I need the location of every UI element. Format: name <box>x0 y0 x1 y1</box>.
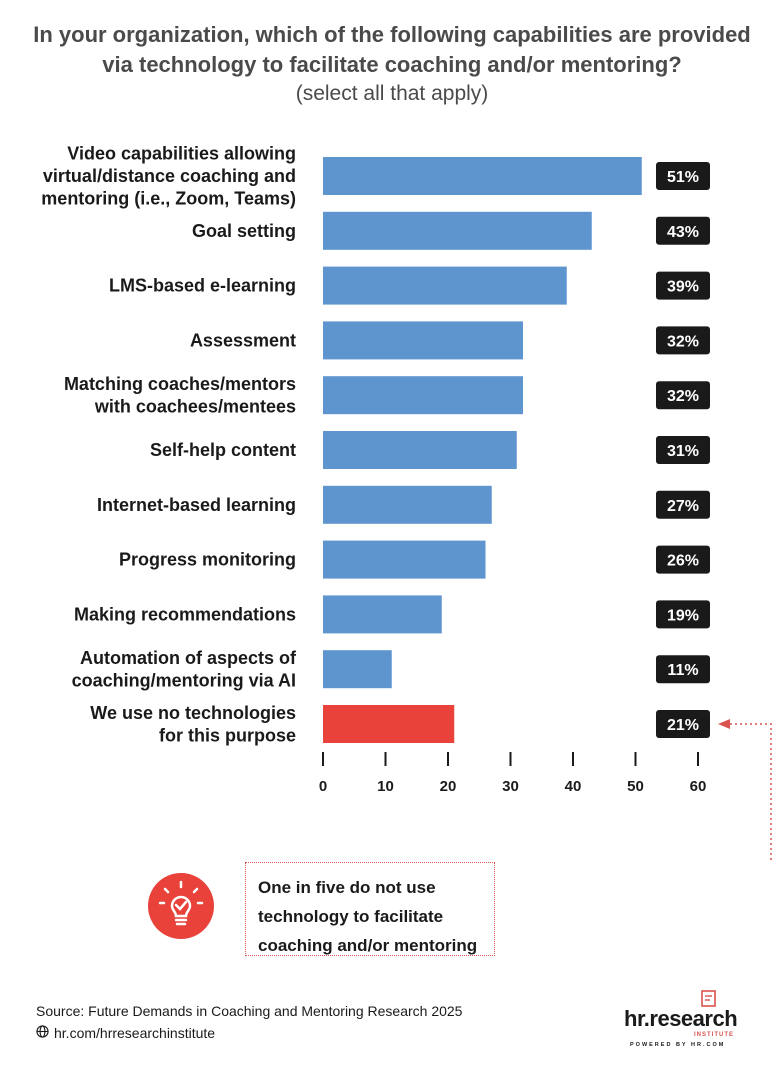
category-label: coaching/mentoring via AI <box>72 670 296 690</box>
callout-line-2: technology to facilitate <box>258 907 444 926</box>
chart-title: In your organization, which of the follo… <box>33 22 751 77</box>
value-label-bg <box>656 710 710 738</box>
bar-highlight <box>323 705 455 743</box>
category-label: LMS-based e-learning <box>109 276 296 296</box>
source-note: Source: Future Demands in Coaching and M… <box>36 1003 463 1019</box>
category-label: Assessment <box>190 330 296 350</box>
category-label: Internet-based learning <box>97 495 296 515</box>
bar <box>323 431 517 469</box>
value-label-bg <box>656 271 710 300</box>
bar <box>323 266 567 305</box>
category-label: for this purpose <box>159 725 296 745</box>
value-label: 21% <box>667 717 699 734</box>
x-tick-label: 20 <box>440 778 457 795</box>
callout-arrow <box>718 719 730 729</box>
value-label-bg <box>656 600 710 629</box>
category-label: Making recommendations <box>74 604 296 624</box>
bar <box>323 595 442 634</box>
category-label: Automation of aspects of <box>80 648 297 668</box>
value-label: 32% <box>667 333 699 350</box>
bar <box>323 376 523 415</box>
value-label-bg <box>656 216 710 245</box>
hr-research-logo: hr.research INSTITUTE POWERED BY HR.COM <box>624 990 744 1050</box>
value-label: 43% <box>667 224 699 241</box>
category-label: virtual/distance coaching and <box>43 166 296 186</box>
category-label: We use no technologies <box>90 703 296 723</box>
value-label-bg <box>656 545 710 574</box>
value-label-bg <box>656 162 710 190</box>
value-label-bg <box>656 381 710 410</box>
bar <box>323 157 642 195</box>
bar <box>323 540 486 579</box>
lightbulb-check-icon <box>148 873 214 939</box>
globe-icon <box>36 1025 49 1041</box>
value-label-bg <box>656 655 710 684</box>
x-tick-label: 0 <box>319 778 327 795</box>
x-tick-label: 50 <box>627 778 644 795</box>
website-link-text: hr.com/hrresearchinstitute <box>54 1025 216 1041</box>
logo-powered-text: POWERED BY HR.COM <box>630 1042 726 1048</box>
bar <box>323 485 492 524</box>
logo-sub-text: INSTITUTE <box>694 1032 734 1038</box>
category-label: with coachees/mentees <box>94 396 296 416</box>
bar <box>323 650 392 689</box>
value-label: 31% <box>667 443 699 460</box>
category-label: Progress monitoring <box>119 550 296 570</box>
callout-line-1: One in five do not use <box>258 878 436 897</box>
x-tick-label: 60 <box>690 778 707 795</box>
website-link[interactable]: hr.com/hrresearchinstitute <box>36 1025 215 1041</box>
callout-connector <box>730 723 772 860</box>
category-label: Self-help content <box>150 440 296 460</box>
category-label: Goal setting <box>192 221 296 241</box>
category-label: mentoring (i.e., Zoom, Teams) <box>41 189 296 209</box>
callout-box: One in five do not use technology to fac… <box>245 862 495 956</box>
value-label: 26% <box>667 553 699 570</box>
x-tick-label: 30 <box>502 778 519 795</box>
value-label-bg <box>656 326 710 355</box>
value-label: 39% <box>667 279 699 296</box>
value-label: 19% <box>667 607 699 624</box>
chart-subtitle: (select all that apply) <box>295 82 489 105</box>
logo-document-icon <box>701 990 716 1007</box>
value-label: 27% <box>667 498 699 515</box>
callout-line-3: coaching and/or mentoring <box>258 936 478 955</box>
value-label: 51% <box>667 169 699 186</box>
x-tick-label: 10 <box>377 778 394 795</box>
value-label-bg <box>656 436 710 464</box>
value-label: 11% <box>667 662 698 679</box>
bar <box>323 211 592 250</box>
bar-chart: 51% Video capabilities allowingvirtual/di… <box>41 144 772 860</box>
logo-main-text: hr.research <box>624 1006 738 1031</box>
x-tick-label: 40 <box>565 778 582 795</box>
bar <box>323 321 523 360</box>
category-label: Matching coaches/mentors <box>64 374 296 394</box>
value-label-bg <box>656 490 710 519</box>
value-label: 32% <box>667 388 699 405</box>
category-label: Video capabilities allowing <box>67 144 296 164</box>
